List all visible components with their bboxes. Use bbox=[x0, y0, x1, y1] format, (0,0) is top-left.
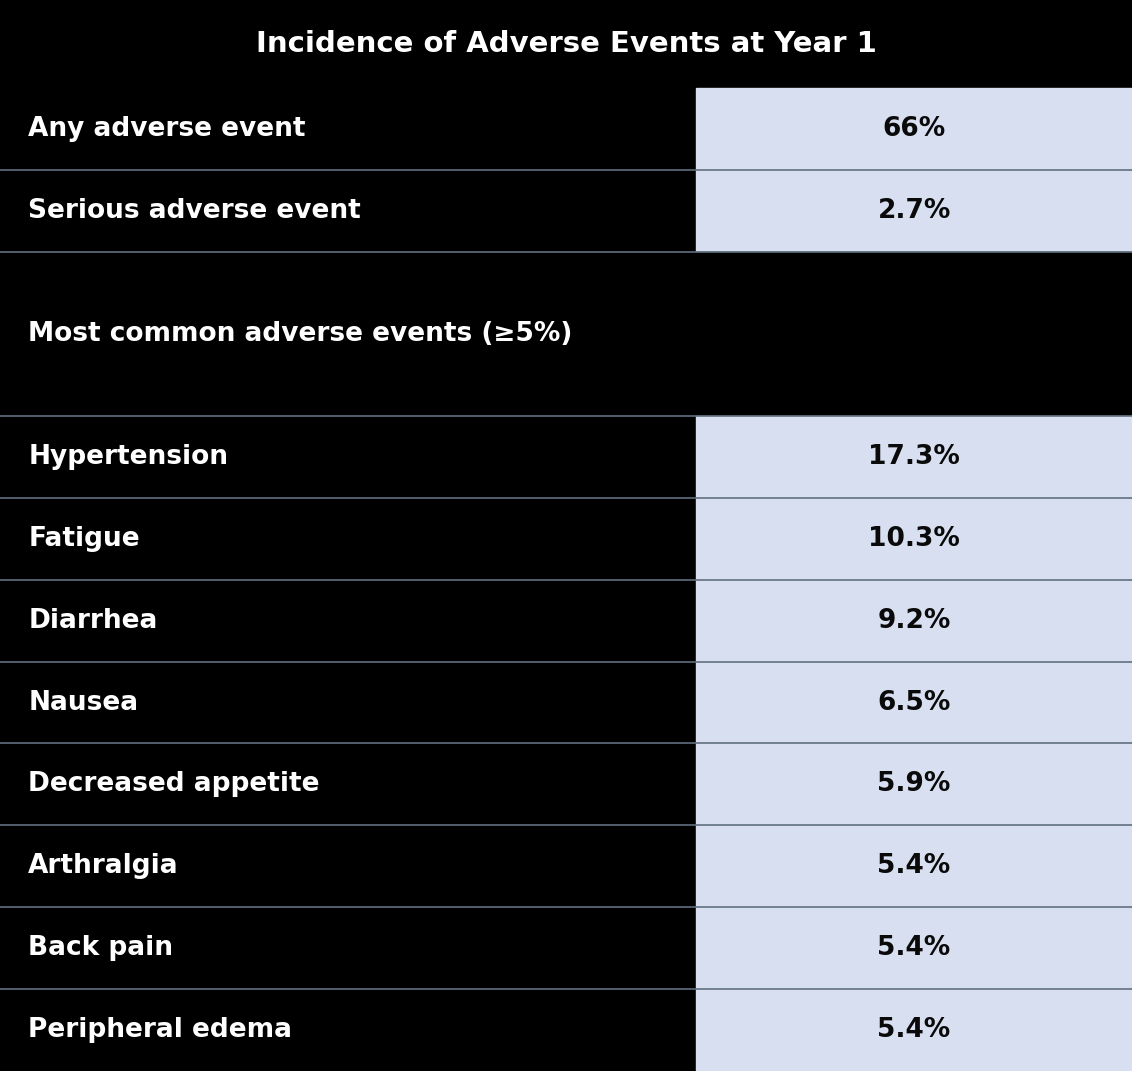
Text: 17.3%: 17.3% bbox=[868, 443, 960, 470]
Bar bbox=[0, 990, 696, 1071]
Bar bbox=[0, 252, 1132, 416]
Text: Fatigue: Fatigue bbox=[28, 526, 140, 552]
Bar bbox=[0, 826, 696, 907]
Text: 5.4%: 5.4% bbox=[877, 854, 951, 879]
Bar bbox=[696, 743, 1132, 826]
Bar bbox=[696, 416, 1132, 498]
Text: Diarrhea: Diarrhea bbox=[28, 607, 157, 634]
Bar bbox=[0, 0, 1132, 88]
Bar bbox=[696, 88, 1132, 170]
Text: 66%: 66% bbox=[883, 117, 945, 142]
Text: 5.9%: 5.9% bbox=[877, 771, 951, 798]
Text: 9.2%: 9.2% bbox=[877, 607, 951, 634]
Text: Back pain: Back pain bbox=[28, 935, 173, 961]
Bar bbox=[696, 498, 1132, 579]
Text: 2.7%: 2.7% bbox=[877, 198, 951, 224]
Bar bbox=[696, 990, 1132, 1071]
Bar bbox=[0, 743, 696, 826]
Bar bbox=[696, 662, 1132, 743]
Bar bbox=[0, 170, 696, 252]
Text: Peripheral edema: Peripheral edema bbox=[28, 1017, 292, 1043]
Text: 5.4%: 5.4% bbox=[877, 935, 951, 961]
Text: 5.4%: 5.4% bbox=[877, 1017, 951, 1043]
Bar bbox=[696, 826, 1132, 907]
Text: Arthralgia: Arthralgia bbox=[28, 854, 179, 879]
Bar bbox=[0, 88, 696, 170]
Bar bbox=[0, 662, 696, 743]
Text: Incidence of Adverse Events at Year 1: Incidence of Adverse Events at Year 1 bbox=[256, 30, 876, 58]
Text: Most common adverse events (≥5%): Most common adverse events (≥5%) bbox=[28, 321, 573, 347]
Text: Decreased appetite: Decreased appetite bbox=[28, 771, 320, 798]
Bar bbox=[0, 498, 696, 579]
Bar bbox=[696, 579, 1132, 662]
Text: 10.3%: 10.3% bbox=[868, 526, 960, 552]
Text: Serious adverse event: Serious adverse event bbox=[28, 198, 361, 224]
Text: Hypertension: Hypertension bbox=[28, 443, 229, 470]
Text: Any adverse event: Any adverse event bbox=[28, 117, 306, 142]
Bar bbox=[696, 907, 1132, 990]
Text: 6.5%: 6.5% bbox=[877, 690, 951, 715]
Bar bbox=[696, 170, 1132, 252]
Bar bbox=[0, 416, 696, 498]
Bar bbox=[0, 579, 696, 662]
Text: Nausea: Nausea bbox=[28, 690, 138, 715]
Bar bbox=[0, 907, 696, 990]
